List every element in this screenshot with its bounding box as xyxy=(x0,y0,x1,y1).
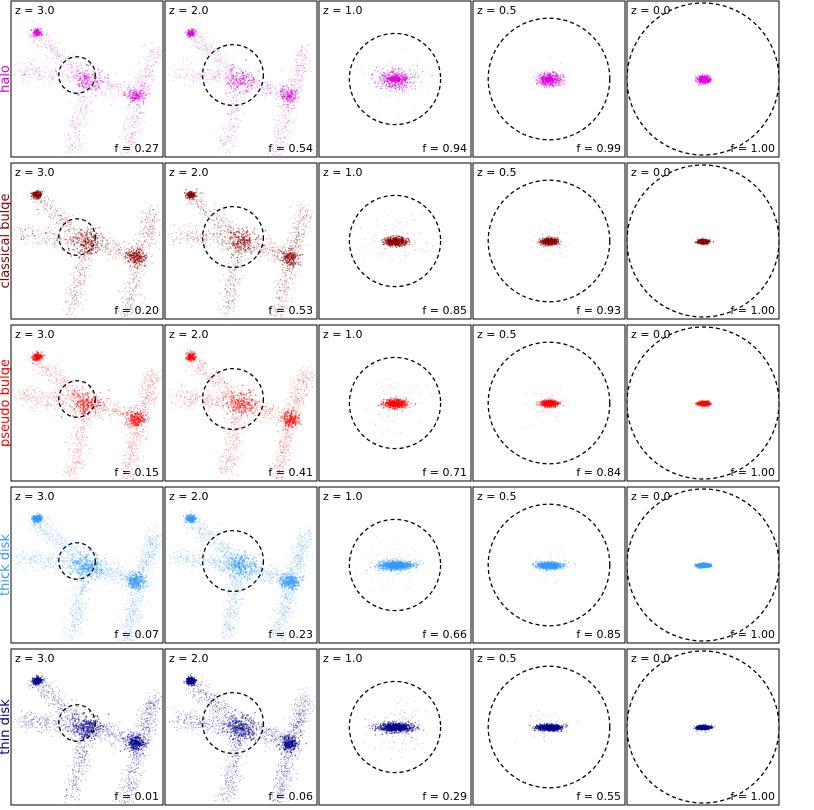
panel: z = 0.0 f = 1.00 xyxy=(627,325,779,481)
panel: z = 1.0 f = 0.66 xyxy=(319,487,471,643)
core-blob xyxy=(546,240,552,243)
panel: z = 3.0 f = 0.15 xyxy=(11,325,163,481)
core-blob xyxy=(391,402,399,405)
panel: z = 2.0 f = 0.53 xyxy=(165,163,317,319)
redshift-label: z = 3.0 xyxy=(15,166,54,179)
core-blob xyxy=(389,726,401,729)
panel: z = 2.0 f = 0.23 xyxy=(165,487,317,643)
redshift-label: z = 0.0 xyxy=(631,328,670,341)
panel: z = 3.0 f = 0.01 xyxy=(11,649,163,805)
fraction-label: f = 1.00 xyxy=(730,142,775,155)
core-blob xyxy=(701,78,706,81)
fraction-label: f = 0.23 xyxy=(268,628,313,641)
panel: z = 1.0 f = 0.71 xyxy=(319,325,471,481)
fraction-label: f = 0.07 xyxy=(114,628,159,641)
redshift-label: z = 1.0 xyxy=(323,166,362,179)
fraction-label: f = 0.85 xyxy=(422,304,467,317)
redshift-label: z = 0.5 xyxy=(477,328,516,341)
core-blob xyxy=(701,240,705,243)
fraction-label: f = 1.00 xyxy=(730,628,775,641)
fraction-label: f = 0.01 xyxy=(114,790,159,803)
panel: z = 0.0 f = 1.00 xyxy=(627,649,779,805)
redshift-label: z = 0.0 xyxy=(631,166,670,179)
fraction-label: f = 0.27 xyxy=(114,142,159,155)
panel: z = 3.0 f = 0.20 xyxy=(11,163,163,319)
redshift-label: z = 0.5 xyxy=(477,652,516,665)
panel-frame xyxy=(165,487,317,643)
fraction-label: f = 1.00 xyxy=(730,466,775,479)
core-blob xyxy=(545,77,553,81)
redshift-label: z = 2.0 xyxy=(169,166,208,179)
redshift-label: z = 0.0 xyxy=(631,652,670,665)
fraction-label: f = 0.06 xyxy=(268,790,313,803)
panel: z = 0.5 f = 0.93 xyxy=(473,163,625,319)
figure-grid: haloz = 3.0f = 0.27z = 2.0f = 0.54z = 1.… xyxy=(0,0,814,810)
panel: z = 1.0 f = 0.85 xyxy=(319,163,471,319)
redshift-label: z = 0.5 xyxy=(477,490,516,503)
fraction-label: f = 0.15 xyxy=(114,466,159,479)
panel: z = 0.5 f = 0.55 xyxy=(473,649,625,805)
redshift-label: z = 2.0 xyxy=(169,328,208,341)
fraction-label: f = 0.20 xyxy=(114,304,159,317)
panel: z = 0.0 f = 1.00 xyxy=(627,1,779,157)
panel: z = 3.0 f = 0.27 xyxy=(11,1,163,157)
redshift-label: z = 2.0 xyxy=(169,652,208,665)
fraction-label: f = 0.55 xyxy=(576,790,621,803)
fraction-label: f = 0.54 xyxy=(268,142,313,155)
redshift-label: z = 1.0 xyxy=(323,4,362,17)
redshift-label: z = 2.0 xyxy=(169,490,208,503)
fraction-label: f = 0.99 xyxy=(576,142,621,155)
panel: z = 2.0 f = 0.06 xyxy=(165,649,317,805)
redshift-label: z = 1.0 xyxy=(323,652,362,665)
core-blob xyxy=(545,726,553,729)
redshift-label: z = 3.0 xyxy=(15,4,54,17)
redshift-label: z = 0.5 xyxy=(477,4,516,17)
fraction-label: f = 0.93 xyxy=(576,304,621,317)
panel: z = 1.0 f = 0.94 xyxy=(319,1,471,157)
core-blob xyxy=(545,564,553,567)
panel: z = 2.0 f = 0.41 xyxy=(165,325,317,481)
redshift-label: z = 3.0 xyxy=(15,328,54,341)
fraction-label: f = 0.84 xyxy=(576,466,621,479)
panel: z = 0.5 f = 0.99 xyxy=(473,1,625,157)
core-blob xyxy=(701,402,705,405)
redshift-label: z = 1.0 xyxy=(323,328,362,341)
core-blob xyxy=(391,240,399,243)
redshift-label: z = 0.0 xyxy=(631,4,670,17)
core-blob xyxy=(701,564,706,567)
panel: z = 0.0 f = 1.00 xyxy=(627,487,779,643)
fraction-label: f = 0.41 xyxy=(268,466,313,479)
panel: z = 0.5 f = 0.84 xyxy=(473,325,625,481)
core-blob xyxy=(546,402,552,405)
redshift-label: z = 0.5 xyxy=(477,166,516,179)
redshift-label: z = 3.0 xyxy=(15,652,54,665)
panel: z = 1.0 f = 0.29 xyxy=(319,649,471,805)
panel: z = 2.0 f = 0.54 xyxy=(165,1,317,157)
redshift-label: z = 0.0 xyxy=(631,490,670,503)
fraction-label: f = 0.53 xyxy=(268,304,313,317)
redshift-label: z = 2.0 xyxy=(169,4,208,17)
core-blob xyxy=(389,564,401,567)
fraction-label: f = 0.94 xyxy=(422,142,467,155)
panel: z = 0.5 f = 0.85 xyxy=(473,487,625,643)
core-blob xyxy=(701,726,706,729)
fraction-label: f = 0.85 xyxy=(576,628,621,641)
redshift-label: z = 1.0 xyxy=(323,490,362,503)
fraction-label: f = 1.00 xyxy=(730,304,775,317)
fraction-label: f = 0.71 xyxy=(422,466,467,479)
fraction-label: f = 0.29 xyxy=(422,790,467,803)
core-blob xyxy=(389,76,401,81)
redshift-label: z = 3.0 xyxy=(15,490,54,503)
fraction-label: f = 0.66 xyxy=(422,628,467,641)
panel: z = 3.0 f = 0.07 xyxy=(11,487,163,643)
fraction-label: f = 1.00 xyxy=(730,790,775,803)
panel: z = 0.0 f = 1.00 xyxy=(627,163,779,319)
